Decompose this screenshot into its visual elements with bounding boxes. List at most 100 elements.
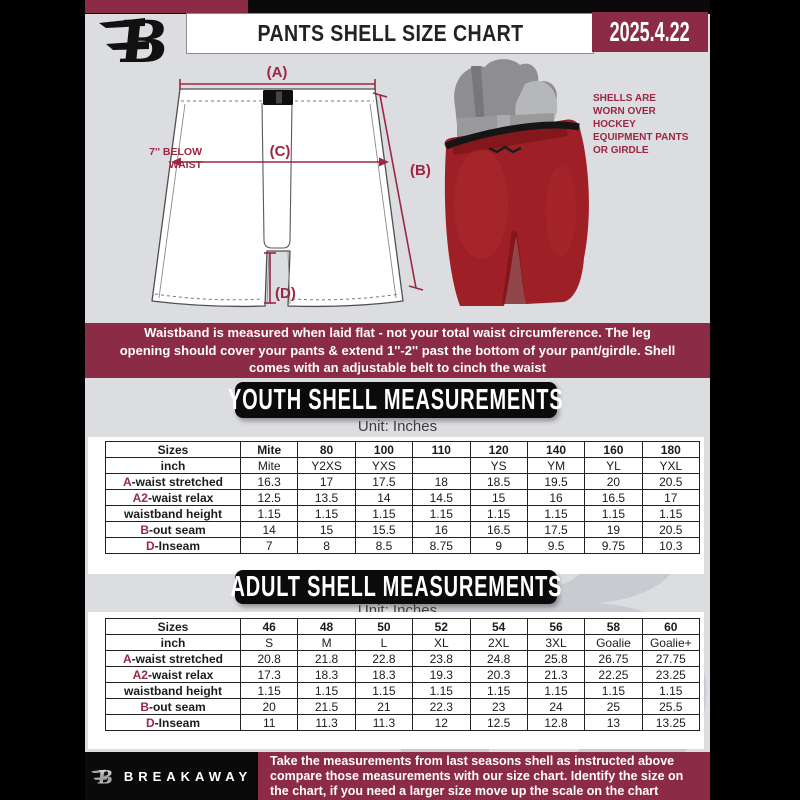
table-cell: 15 [469,489,528,506]
table-row: D-Inseam 7 8 8.5 8.75 9 9.5 9.75 10.3 [105,537,701,554]
table-cell: 21.8 [297,650,356,667]
footer-note-block: Take the measurements from last seasons … [258,752,710,800]
table-row: B-out seam 20 21.5 21 22.3 23 24 25 25.5 [105,698,701,715]
table-cell: 54 [469,618,528,635]
row-label: A2-waist relax [105,489,241,506]
adult-size-table: Sizes 46 48 50 52 54 56 58 60 inch S M L XL 2XL 3XL Goal… [105,618,701,731]
table-cell: 15 [297,521,356,538]
footer-brand-name: BREAKAWAY [123,768,253,784]
table-cell: 120 [469,441,528,458]
table-cell: 20.5 [641,521,701,538]
page-title: PANTS SHELL SIZE CHART [256,20,524,46]
table-cell: Y2XS [297,457,356,474]
table-cell: 160 [584,441,643,458]
table-cell: 1.15 [641,505,701,522]
table-cell: 12 [412,714,471,731]
table-cell: Goalie+ [641,634,701,651]
row-label: inch [105,457,241,474]
table-row: A-waist stretched 16.3 17 17.5 18 18.5 19.5 20 2… [105,473,701,490]
info-banner-text: Waistband is measured when laid flat - n… [119,325,676,376]
table-cell: 20.3 [469,666,528,683]
table-cell: 13 [584,714,643,731]
youth-size-table: Sizes Mite 80 100 110 120 140 160 180 inch Mite Y2X… [105,441,701,554]
table-cell: 11.3 [354,714,414,731]
measure-label-c: (C) [270,143,291,160]
table-cell: 60 [641,618,701,635]
row-label: Sizes [105,618,241,635]
table-cell: 16.5 [584,489,643,506]
youth-unit-label: Unit: Inches [357,418,438,435]
table-cell: 14 [354,489,414,506]
table-row: A2-waist relax 17.3 18.3 18.3 19.3 20.3 21.3 22… [105,666,701,683]
table-row: waistband height 1.15 1.15 1.15 1.15 1.15 1.15… [105,505,701,522]
table-cell: 26.75 [584,650,643,667]
table-cell: 1.15 [412,682,471,699]
table-cell: 80 [297,441,356,458]
table-cell: 1.15 [354,682,414,699]
table-cell: 20.5 [641,473,701,490]
row-label-prefix: D [145,538,155,553]
row-label: D-Inseam [105,537,241,554]
table-cell: YXL [641,457,701,474]
footer-brand-logo-icon: B [90,768,114,789]
table-cell: YXS [354,457,414,474]
table-cell: Mite [239,441,299,458]
row-label-prefix: A [122,474,132,489]
measure-label-d: (D) [275,285,296,302]
table-cell: 52 [412,618,471,635]
table-cell: 1.15 [239,682,299,699]
table-cell: 25.5 [641,698,701,715]
shorts-measurement-diagram: (A) (B) (C) (D) 7'' BELOW WAIST [149,64,431,308]
row-label: inch [105,634,241,651]
below-waist-note-line2: WAIST [169,159,203,171]
table-cell: 1.15 [584,682,643,699]
table-row: A-waist stretched 20.8 21.8 22.8 23.8 24.8 25.… [105,650,701,667]
table-cell: 22.8 [354,650,414,667]
table-cell: XL [412,634,471,651]
table-cell: 17 [641,489,701,506]
table-cell: 21 [354,698,414,715]
table-cell: 27.75 [641,650,701,667]
table-cell: 8.5 [354,537,414,554]
table-cell: 20 [239,698,299,715]
table-cell: 56 [526,618,586,635]
row-label: B-out seam [105,521,241,538]
table-cell: 19.3 [412,666,471,683]
table-cell: 3XL [526,634,586,651]
table-cell: 21.5 [297,698,356,715]
row-label: A2-waist relax [105,666,241,683]
table-cell: 19.5 [526,473,586,490]
table-cell: 9.75 [584,537,643,554]
table-row: B-out seam 14 15 15.5 16 16.5 17.5 19 20.5 [105,521,701,538]
table-cell: 14 [239,521,299,538]
info-banner: Waistband is measured when laid flat - n… [85,323,710,378]
table-cell: 1.15 [469,505,528,522]
content-area: B B PANTS SHELL SIZE CHART 2025.4.22 [85,0,732,800]
table-cell: 18.5 [469,473,528,490]
youth-section-title-pill: YOUTH SHELL MEASUREMENTS [228,382,563,418]
table-cell: 21.3 [526,666,586,683]
table-cell: 14.5 [412,489,471,506]
table-cell: 8.75 [412,537,471,554]
hockey-pants-photo [444,59,589,307]
youth-section-title: YOUTH SHELL MEASUREMENTS [228,383,564,416]
table-cell: 24 [526,698,586,715]
table-row: inch S M L XL 2XL 3XL Goalie Goalie+ [105,634,701,651]
table-cell: 16.5 [469,521,528,538]
table-cell: 140 [526,441,586,458]
row-label: D-Inseam [105,714,241,731]
date-badge: 2025.4.22 [592,12,708,52]
table-cell: 20 [584,473,643,490]
table-row: D-Inseam 11 11.3 11.3 12 12.5 12.8 13 13.25 [105,714,701,731]
table-cell: YS [469,457,528,474]
table-cell: 13.25 [641,714,701,731]
svg-text:B: B [96,768,114,789]
row-label-prefix: B [140,522,149,537]
table-cell: YM [526,457,586,474]
shell-waistband [444,121,580,150]
table-cell: 100 [354,441,414,458]
table-cell: 17.3 [239,666,299,683]
row-label: A-waist stretched [105,650,241,667]
table-cell: 18.3 [297,666,356,683]
table-cell: 1.15 [526,682,586,699]
